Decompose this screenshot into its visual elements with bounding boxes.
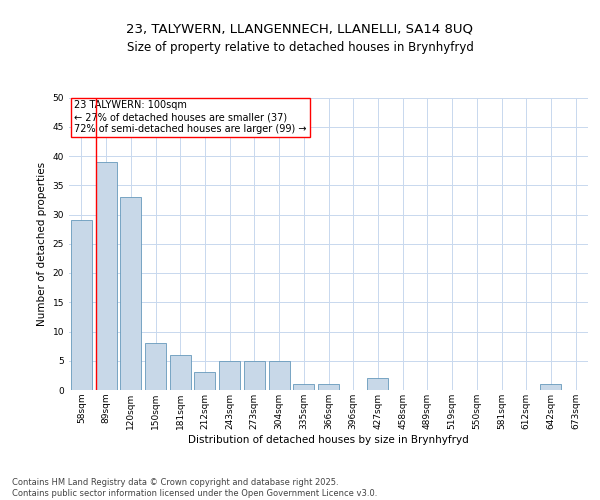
- Bar: [244, 361, 265, 390]
- Y-axis label: Number of detached properties: Number of detached properties: [37, 162, 47, 326]
- X-axis label: Distribution of detached houses by size in Brynhyfryd: Distribution of detached houses by size …: [188, 434, 469, 444]
- Bar: [71, 220, 92, 390]
- Bar: [219, 361, 240, 390]
- Bar: [318, 384, 339, 390]
- Bar: [541, 384, 562, 390]
- Bar: [170, 355, 191, 390]
- Bar: [145, 343, 166, 390]
- Text: 23, TALYWERN, LLANGENNECH, LLANELLI, SA14 8UQ: 23, TALYWERN, LLANGENNECH, LLANELLI, SA1…: [127, 22, 473, 36]
- Bar: [95, 162, 116, 390]
- Text: 23 TALYWERN: 100sqm
← 27% of detached houses are smaller (37)
72% of semi-detach: 23 TALYWERN: 100sqm ← 27% of detached ho…: [74, 100, 307, 134]
- Bar: [120, 197, 141, 390]
- Text: Contains HM Land Registry data © Crown copyright and database right 2025.
Contai: Contains HM Land Registry data © Crown c…: [12, 478, 377, 498]
- Bar: [367, 378, 388, 390]
- Bar: [194, 372, 215, 390]
- Text: Size of property relative to detached houses in Brynhyfryd: Size of property relative to detached ho…: [127, 41, 473, 54]
- Bar: [293, 384, 314, 390]
- Bar: [269, 361, 290, 390]
